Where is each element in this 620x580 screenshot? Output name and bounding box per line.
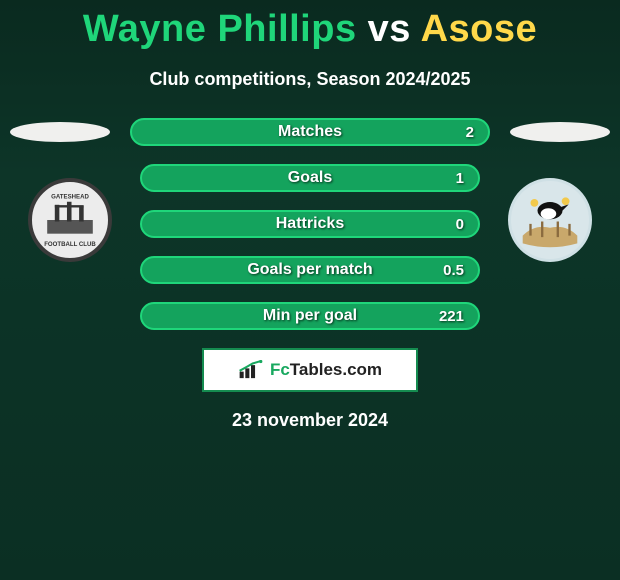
stat-row: Matches 2 bbox=[10, 118, 610, 146]
chart-icon bbox=[238, 360, 264, 380]
title-player2: Asose bbox=[421, 8, 538, 50]
stat-row: Goals per match 0.5 bbox=[10, 256, 610, 284]
stat-row: Min per goal 221 bbox=[10, 302, 610, 330]
svg-text:FOOTBALL CLUB: FOOTBALL CLUB bbox=[44, 241, 96, 248]
stat-pill-goals: Goals 1 bbox=[140, 164, 480, 192]
stat-pill-hattricks: Hattricks 0 bbox=[140, 210, 480, 238]
crest-left-icon: GATESHEAD FOOTBALL CLUB bbox=[28, 178, 112, 262]
stat-label: Min per goal bbox=[263, 307, 357, 325]
fctables-logo[interactable]: FcTables.com bbox=[202, 348, 418, 392]
title-vs: vs bbox=[368, 8, 411, 50]
svg-text:GATESHEAD: GATESHEAD bbox=[51, 194, 89, 201]
stat-value: 1 bbox=[456, 170, 464, 187]
stat-pill-min-per-goal: Min per goal 221 bbox=[140, 302, 480, 330]
player-marker-left bbox=[10, 122, 110, 142]
title-player1: Wayne Phillips bbox=[83, 8, 357, 50]
page-title: Wayne Phillips vs Asose bbox=[0, 0, 620, 51]
player-marker-right bbox=[510, 122, 610, 142]
stat-label: Matches bbox=[278, 123, 342, 141]
stat-pill-matches: Matches 2 bbox=[130, 118, 490, 146]
stat-value: 0 bbox=[456, 216, 464, 233]
stat-value: 2 bbox=[466, 124, 474, 141]
subtitle: Club competitions, Season 2024/2025 bbox=[0, 69, 620, 90]
stat-value: 0.5 bbox=[443, 262, 464, 279]
stat-value: 221 bbox=[439, 308, 464, 325]
crest-right-icon bbox=[508, 178, 592, 262]
stat-label: Hattricks bbox=[276, 215, 344, 233]
logo-text: FcTables.com bbox=[270, 360, 382, 380]
stat-label: Goals bbox=[288, 169, 332, 187]
date-text: 23 november 2024 bbox=[0, 410, 620, 431]
stat-pill-goals-per-match: Goals per match 0.5 bbox=[140, 256, 480, 284]
stat-label: Goals per match bbox=[247, 261, 372, 279]
